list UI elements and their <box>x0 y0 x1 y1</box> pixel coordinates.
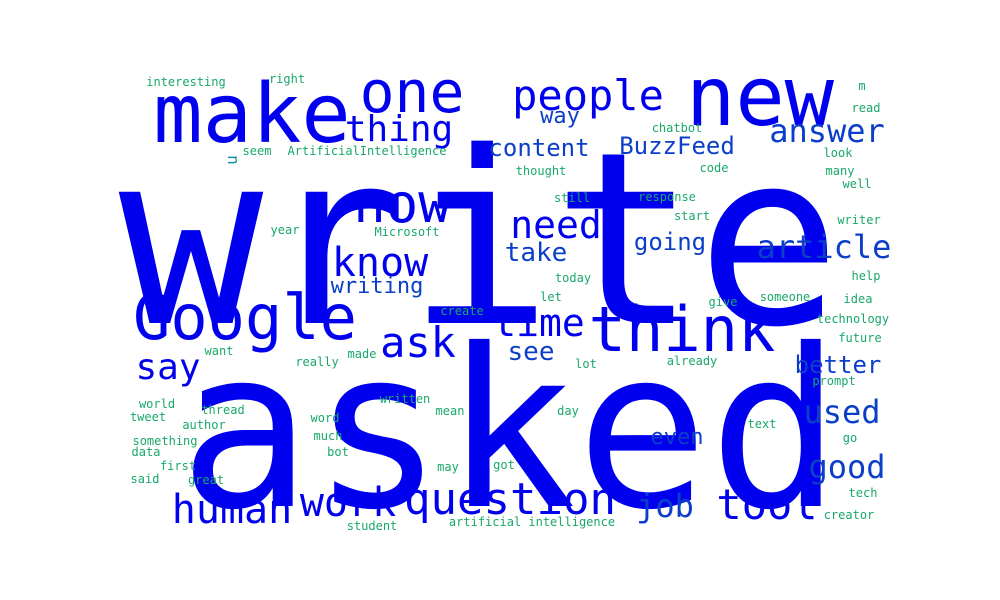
cloud-word: author <box>182 418 226 432</box>
cloud-word: let <box>540 290 562 304</box>
cloud-word: write <box>118 100 842 380</box>
cloud-word: new <box>685 50 835 145</box>
cloud-word: Google <box>133 281 357 354</box>
cloud-word: first <box>159 459 197 473</box>
cloud-word: said <box>130 472 160 486</box>
cloud-word: Microsoft <box>374 225 440 239</box>
cloud-word: chatbot <box>651 121 703 135</box>
cloud-word: data <box>131 445 161 459</box>
cloud-word: tech <box>848 486 878 500</box>
cloud-word: know <box>331 240 429 286</box>
cloud-word: read <box>851 101 881 115</box>
cloud-word: content <box>488 134 590 162</box>
cloud-word: make <box>153 67 351 162</box>
cloud-word: future <box>838 331 882 345</box>
cloud-word: job <box>636 487 694 525</box>
cloud-word: give <box>708 295 738 309</box>
cloud-word: artificial intelligence <box>448 515 616 529</box>
cloud-word: way <box>540 104 580 129</box>
cloud-word: time <box>493 301 585 345</box>
cloud-word: need <box>510 203 602 247</box>
cloud-word: technology <box>816 312 890 326</box>
cloud-word: really <box>295 355 339 369</box>
cloud-word: look <box>823 146 853 160</box>
cloud-word: ask <box>380 318 456 367</box>
cloud-word: much <box>313 429 343 443</box>
cloud-word: writer <box>837 213 881 227</box>
cloud-word: right <box>268 72 306 86</box>
cloud-word: word <box>310 411 340 425</box>
cloud-word: think <box>588 293 776 366</box>
cloud-word: better <box>794 351 882 379</box>
cloud-word: bot <box>327 445 349 459</box>
cloud-word: student <box>346 519 398 533</box>
cloud-word: people <box>512 71 664 120</box>
cloud-word: work <box>299 480 397 526</box>
cloud-word: take <box>504 238 568 268</box>
cloud-word: prompt <box>812 374 856 388</box>
cloud-word: help <box>851 269 881 283</box>
cloud-word: start <box>673 209 711 223</box>
cloud-word: great <box>187 473 225 487</box>
cloud-word: year <box>270 223 300 237</box>
cloud-word: text <box>747 417 777 431</box>
cloud-word: want <box>204 344 234 358</box>
cloud-word: now <box>353 172 451 235</box>
cloud-word: ArtificialIntelligence <box>287 144 447 158</box>
cloud-word: writing <box>330 274 424 299</box>
cloud-word: going <box>633 228 707 256</box>
cloud-word: response <box>638 190 696 204</box>
cloud-word: code <box>699 161 729 175</box>
cloud-word: got <box>493 458 515 472</box>
cloud-word: create <box>440 304 484 318</box>
cloud-word: human <box>171 487 293 533</box>
cloud-word: lot <box>575 357 597 371</box>
cloud-word: see <box>507 337 555 367</box>
cloud-word: question <box>404 474 616 525</box>
cloud-word: m <box>858 79 866 93</box>
cloud-word: today <box>554 271 592 285</box>
cloud-word: someone <box>759 290 811 304</box>
cloud-word: many <box>825 164 855 178</box>
cloud-word: thought <box>515 164 567 178</box>
cloud-word: good <box>808 448 886 486</box>
cloud-word: seem <box>242 144 272 158</box>
cloud-word: mean <box>435 404 465 418</box>
cloud-word: tweet <box>129 410 167 424</box>
cloud-word: even <box>650 425 704 450</box>
cloud-word: written <box>379 392 431 406</box>
cloud-word: creator <box>823 508 875 522</box>
cloud-word: thing <box>344 109 454 150</box>
cloud-word: still <box>553 191 591 205</box>
cloud-word: answer <box>769 112 885 150</box>
cloud-word: article <box>756 228 892 266</box>
cloud-word: say <box>135 347 201 388</box>
cloud-word: idea <box>843 292 873 306</box>
cloud-word: day <box>557 404 579 418</box>
cloud-word: u <box>222 155 241 165</box>
cloud-word: world <box>138 397 176 411</box>
cloud-word: thread <box>201 403 245 417</box>
cloud-word: interesting <box>146 75 226 89</box>
cloud-word: something <box>132 434 198 448</box>
cloud-word: asked <box>178 302 842 558</box>
cloud-word: one <box>359 58 465 126</box>
cloud-word: go <box>842 431 858 445</box>
cloud-word: already <box>666 354 718 368</box>
cloud-word: used <box>803 393 881 431</box>
cloud-word: made <box>347 347 377 361</box>
cloud-word: tool <box>716 480 818 529</box>
cloud-word: well <box>842 177 872 191</box>
cloud-word: BuzzFeed <box>619 132 735 160</box>
cloud-word: may <box>437 460 459 474</box>
